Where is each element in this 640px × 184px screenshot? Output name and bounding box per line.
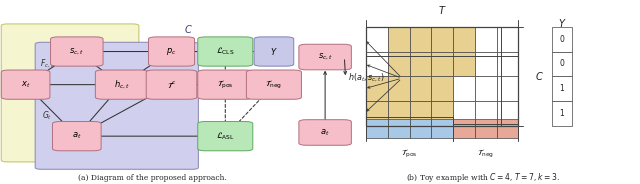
Text: $C$: $C$ bbox=[184, 23, 193, 36]
Bar bbox=[552, 52, 572, 76]
Text: $h_{c,t}$: $h_{c,t}$ bbox=[113, 79, 130, 91]
Bar bbox=[410, 101, 431, 126]
Bar bbox=[431, 119, 453, 138]
Text: $s_{c,t}$: $s_{c,t}$ bbox=[317, 52, 333, 62]
Bar bbox=[410, 27, 431, 52]
Text: (b) Toy example with $C = 4$, $T = 7$, $k = 3$.: (b) Toy example with $C = 4$, $T = 7$, $… bbox=[406, 171, 561, 184]
Bar bbox=[431, 76, 453, 101]
Bar bbox=[366, 27, 388, 52]
FancyBboxPatch shape bbox=[1, 24, 139, 162]
FancyBboxPatch shape bbox=[51, 37, 103, 66]
Bar bbox=[475, 119, 497, 138]
Bar bbox=[552, 27, 572, 52]
Bar bbox=[388, 119, 410, 138]
Bar bbox=[410, 52, 431, 76]
Text: $h(a_t, s_{c,t})$: $h(a_t, s_{c,t})$ bbox=[348, 72, 384, 84]
FancyBboxPatch shape bbox=[254, 37, 294, 66]
Bar bbox=[475, 52, 497, 76]
Bar bbox=[453, 119, 475, 138]
FancyBboxPatch shape bbox=[198, 70, 253, 99]
Text: (a) Diagram of the proposed approach.: (a) Diagram of the proposed approach. bbox=[78, 174, 227, 182]
Text: $F_{c,t}$: $F_{c,t}$ bbox=[40, 57, 54, 70]
FancyBboxPatch shape bbox=[148, 37, 195, 66]
Bar bbox=[431, 52, 453, 76]
Text: 1: 1 bbox=[559, 109, 564, 118]
Bar bbox=[366, 27, 518, 126]
Text: $x_t$: $x_t$ bbox=[20, 79, 31, 90]
Text: $T$: $T$ bbox=[438, 4, 447, 16]
FancyBboxPatch shape bbox=[246, 70, 301, 99]
Bar bbox=[453, 27, 475, 52]
Text: $Y$: $Y$ bbox=[270, 46, 278, 57]
Bar bbox=[475, 27, 497, 52]
FancyBboxPatch shape bbox=[35, 42, 198, 169]
Bar bbox=[552, 101, 572, 126]
FancyBboxPatch shape bbox=[1, 70, 50, 99]
Bar bbox=[552, 76, 572, 101]
Text: $\mathcal{T}_{\rm neg}$: $\mathcal{T}_{\rm neg}$ bbox=[266, 79, 282, 91]
Bar bbox=[497, 27, 518, 52]
Bar bbox=[410, 119, 431, 138]
FancyBboxPatch shape bbox=[299, 44, 351, 70]
Bar bbox=[410, 76, 431, 101]
FancyBboxPatch shape bbox=[95, 70, 148, 99]
Text: 0: 0 bbox=[559, 59, 564, 68]
Bar bbox=[366, 119, 388, 138]
Bar bbox=[431, 27, 453, 52]
Text: 1: 1 bbox=[559, 84, 564, 93]
Bar bbox=[388, 52, 410, 76]
Text: $a_t$: $a_t$ bbox=[72, 131, 82, 141]
Text: $\mathcal{T}_{\rm pos}$: $\mathcal{T}_{\rm pos}$ bbox=[401, 148, 418, 160]
Bar bbox=[366, 101, 388, 126]
Bar bbox=[431, 101, 453, 126]
Bar bbox=[366, 52, 388, 76]
Text: $\mathcal{T}_{\rm pos}$: $\mathcal{T}_{\rm pos}$ bbox=[217, 79, 234, 91]
Bar bbox=[388, 101, 410, 126]
Text: $s_{c,t}$: $s_{c,t}$ bbox=[69, 46, 84, 57]
Text: $\mathcal{L}_{\rm ASL}$: $\mathcal{L}_{\rm ASL}$ bbox=[216, 130, 235, 142]
Text: $p_c$: $p_c$ bbox=[166, 46, 177, 57]
Bar bbox=[497, 52, 518, 76]
FancyBboxPatch shape bbox=[198, 37, 253, 66]
Text: $\mathcal{T}_{\rm neg}$: $\mathcal{T}_{\rm neg}$ bbox=[477, 148, 494, 160]
Text: $T$: $T$ bbox=[152, 40, 161, 52]
FancyBboxPatch shape bbox=[147, 70, 197, 99]
Text: $\mathcal{T}^c$: $\mathcal{T}^c$ bbox=[167, 79, 176, 90]
Bar bbox=[475, 101, 497, 126]
Text: 0: 0 bbox=[559, 35, 564, 44]
FancyBboxPatch shape bbox=[198, 121, 253, 151]
Bar bbox=[388, 76, 410, 101]
Bar bbox=[453, 76, 475, 101]
FancyBboxPatch shape bbox=[299, 120, 351, 145]
Text: $Y$: $Y$ bbox=[557, 17, 566, 29]
Text: $\mathcal{L}_{\rm CLS}$: $\mathcal{L}_{\rm CLS}$ bbox=[216, 46, 235, 57]
Bar bbox=[497, 119, 518, 138]
Text: $G_t$: $G_t$ bbox=[42, 110, 52, 122]
Bar bbox=[497, 76, 518, 101]
Bar bbox=[453, 101, 475, 126]
Bar bbox=[497, 101, 518, 126]
Bar bbox=[388, 27, 410, 52]
Text: $a_t$: $a_t$ bbox=[320, 127, 330, 138]
Bar bbox=[453, 52, 475, 76]
FancyBboxPatch shape bbox=[52, 121, 101, 151]
Text: $C$: $C$ bbox=[535, 70, 544, 82]
Bar bbox=[366, 76, 388, 101]
Bar bbox=[475, 76, 497, 101]
